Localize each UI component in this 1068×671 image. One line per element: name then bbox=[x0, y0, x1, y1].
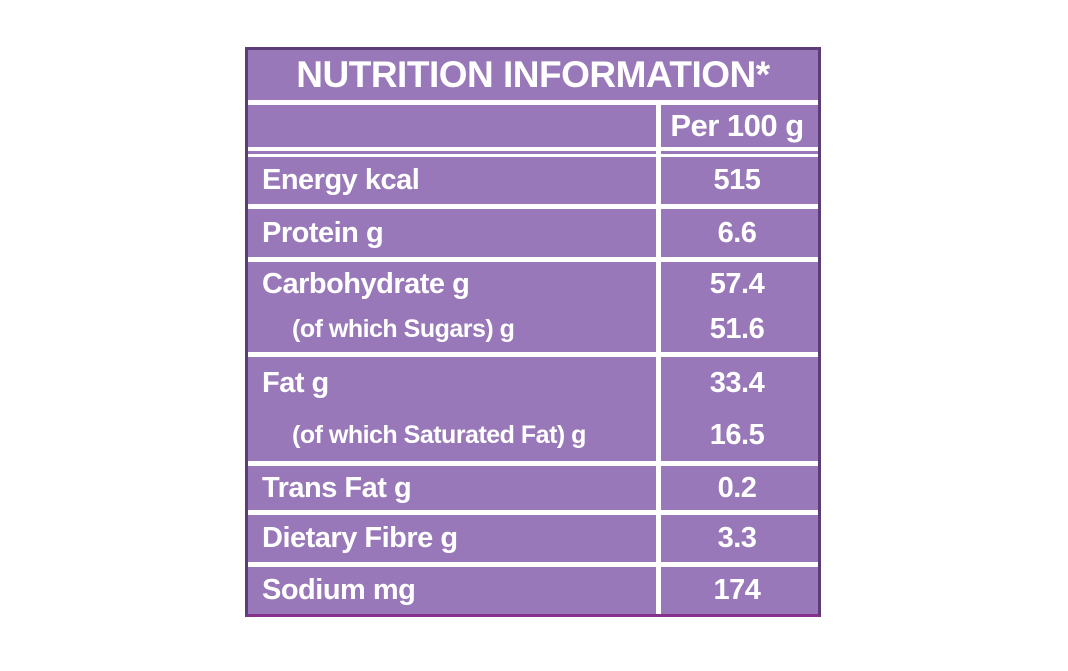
nutrient-sublabel: (of which Sugars) g bbox=[292, 315, 515, 343]
table-row-sugars: (of which Sugars) g 51.6 bbox=[248, 307, 818, 352]
table-row-carbohydrate: Carbohydrate g 57.4 bbox=[248, 262, 818, 307]
table-row-saturated-fat: (of which Saturated Fat) g 16.5 bbox=[248, 409, 818, 461]
nutrient-label: Fat g bbox=[262, 366, 329, 399]
row-divider bbox=[248, 510, 818, 515]
table-row-trans-fat: Trans Fat g 0.2 bbox=[248, 466, 818, 510]
nutrition-table-body: Per 100 g Energy kcal 515 Protein g 6.6 … bbox=[248, 105, 818, 614]
nutrient-value: 0.2 bbox=[717, 471, 757, 504]
table-row-fat: Fat g 33.4 bbox=[248, 357, 818, 409]
nutrient-value: 57.4 bbox=[709, 268, 765, 300]
nutrient-label: Protein g bbox=[262, 216, 384, 249]
table-header-row: Per 100 g bbox=[248, 105, 818, 147]
nutrient-sublabel: (of which Saturated Fat) g bbox=[292, 420, 586, 449]
nutrient-value: 33.4 bbox=[709, 366, 765, 399]
row-divider bbox=[248, 257, 818, 262]
nutrition-table-title: NUTRITION INFORMATION* bbox=[296, 54, 770, 95]
row-divider bbox=[248, 204, 818, 209]
nutrient-value: 51.6 bbox=[709, 313, 765, 345]
nutrient-value: 6.6 bbox=[717, 216, 757, 249]
table-row-energy: Energy kcal 515 bbox=[248, 157, 818, 204]
nutrient-value: 174 bbox=[713, 574, 761, 606]
column-header-per-100g: Per 100 g bbox=[670, 108, 804, 143]
row-divider bbox=[248, 461, 818, 466]
nutrient-label: Trans Fat g bbox=[262, 471, 412, 504]
nutrient-label: Sodium mg bbox=[262, 574, 416, 606]
title-divider bbox=[248, 100, 818, 105]
header-divider bbox=[248, 147, 818, 157]
nutrient-label: Dietary Fibre g bbox=[262, 522, 458, 554]
nutrient-value: 3.3 bbox=[717, 522, 757, 554]
row-divider bbox=[248, 562, 818, 567]
column-divider bbox=[656, 105, 661, 614]
nutrient-value: 16.5 bbox=[709, 418, 765, 451]
row-divider bbox=[248, 352, 818, 357]
table-row-protein: Protein g 6.6 bbox=[248, 209, 818, 257]
nutrient-label: Carbohydrate g bbox=[262, 268, 470, 300]
table-row-sodium: Sodium mg 174 bbox=[248, 567, 818, 614]
nutrient-label: Energy kcal bbox=[262, 164, 420, 196]
table-row-dietary-fibre: Dietary Fibre g 3.3 bbox=[248, 515, 818, 562]
nutrient-value: 515 bbox=[713, 164, 761, 196]
nutrition-table: NUTRITION INFORMATION* Per 100 g Energy … bbox=[245, 47, 821, 617]
